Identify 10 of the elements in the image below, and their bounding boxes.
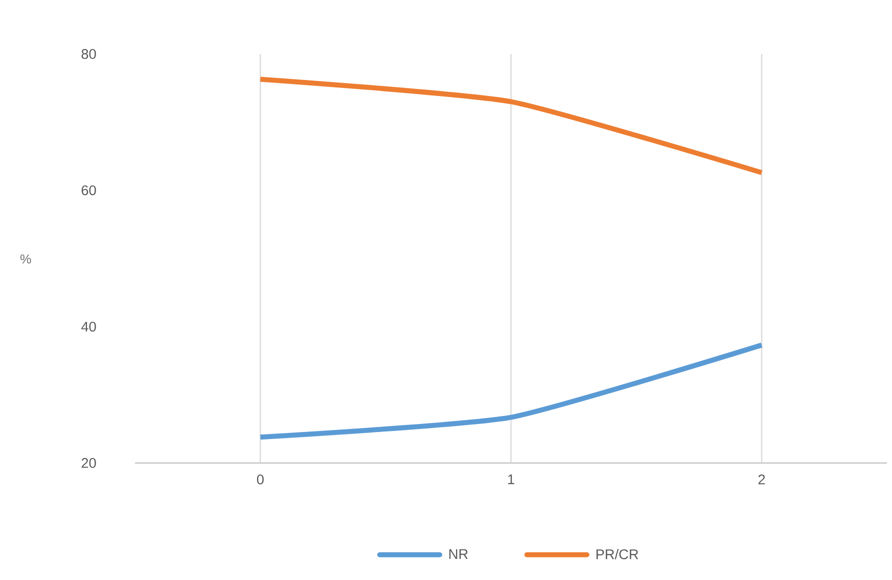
x-tick-label: 2 xyxy=(758,474,765,484)
y-tick-label: 80 xyxy=(82,49,96,59)
x-tick-label: 1 xyxy=(508,474,514,484)
legend-label: NR xyxy=(449,549,468,559)
y-tick-label: 60 xyxy=(82,185,96,196)
y-axis-title: % xyxy=(20,254,32,264)
x-tick-label: 0 xyxy=(257,474,264,484)
y-tick-label: 20 xyxy=(82,458,96,468)
legend-label: PR/CR xyxy=(596,548,638,560)
y-tick-label: 40 xyxy=(81,322,96,332)
